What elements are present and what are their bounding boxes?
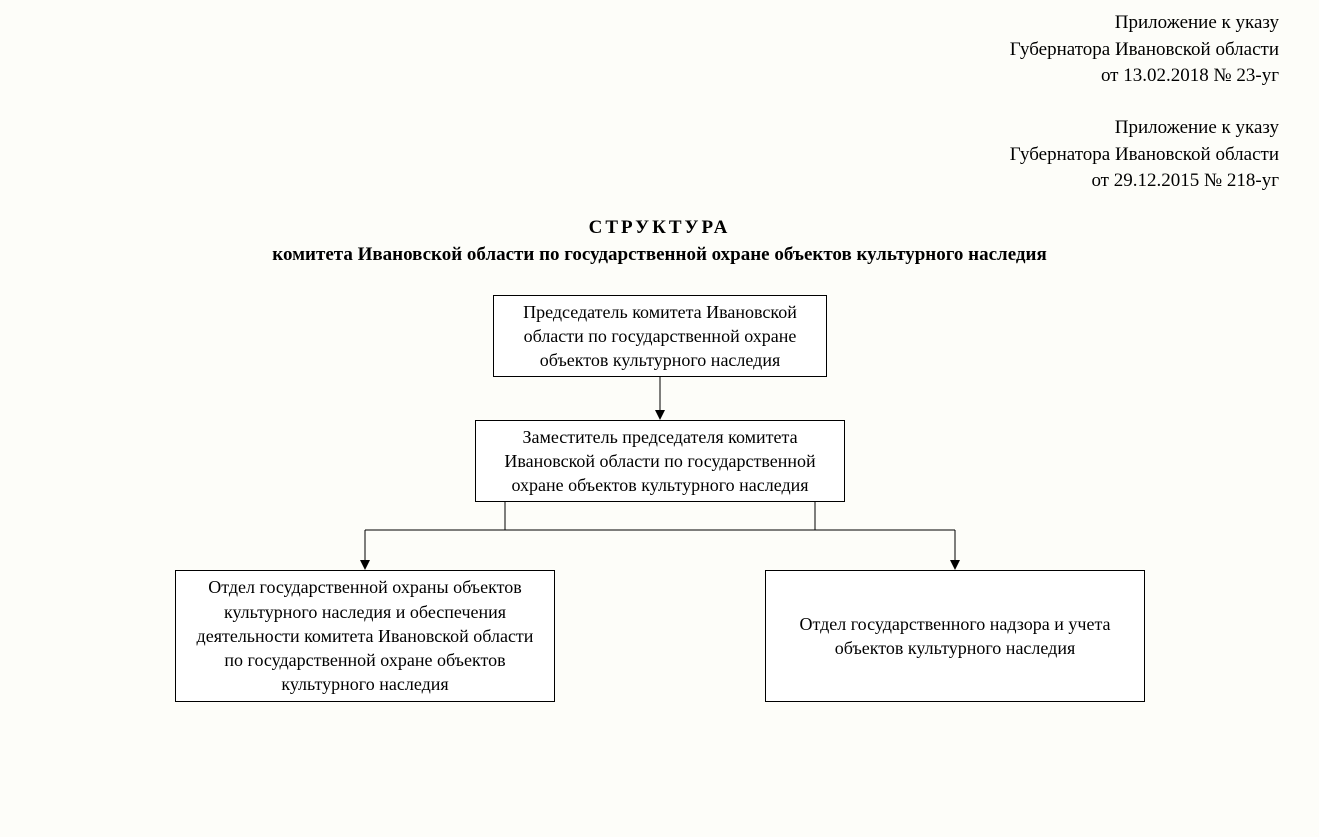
org-node-dept_supervision: Отдел государственного надзора и учета о… <box>765 570 1145 702</box>
document-title: СТРУКТУРА комитета Ивановской области по… <box>0 215 1319 268</box>
org-node-deputy: Заместитель председателя комитета Иванов… <box>475 420 845 502</box>
header-2-line-1: Приложение к указу <box>1010 115 1279 142</box>
title-main: СТРУКТУРА <box>0 215 1319 242</box>
header-2-line-3: от 29.12.2015 № 218-уг <box>1010 168 1279 195</box>
title-subtitle: комитета Ивановской области по государст… <box>0 242 1319 269</box>
org-node-chairman: Председатель комитета Ивановской области… <box>493 295 827 377</box>
org-node-dept_protection: Отдел государственной охраны объектов ку… <box>175 570 555 702</box>
header-1-line-2: Губернатора Ивановской области <box>1010 37 1279 64</box>
org-chart: Председатель комитета Ивановской области… <box>0 295 1319 755</box>
header-2-line-2: Губернатора Ивановской области <box>1010 142 1279 169</box>
header-1-line-3: от 13.02.2018 № 23-уг <box>1010 63 1279 90</box>
header-1-line-1: Приложение к указу <box>1010 10 1279 37</box>
document-header-2: Приложение к указу Губернатора Ивановско… <box>1010 115 1279 195</box>
document-header-1: Приложение к указу Губернатора Ивановско… <box>1010 10 1279 90</box>
